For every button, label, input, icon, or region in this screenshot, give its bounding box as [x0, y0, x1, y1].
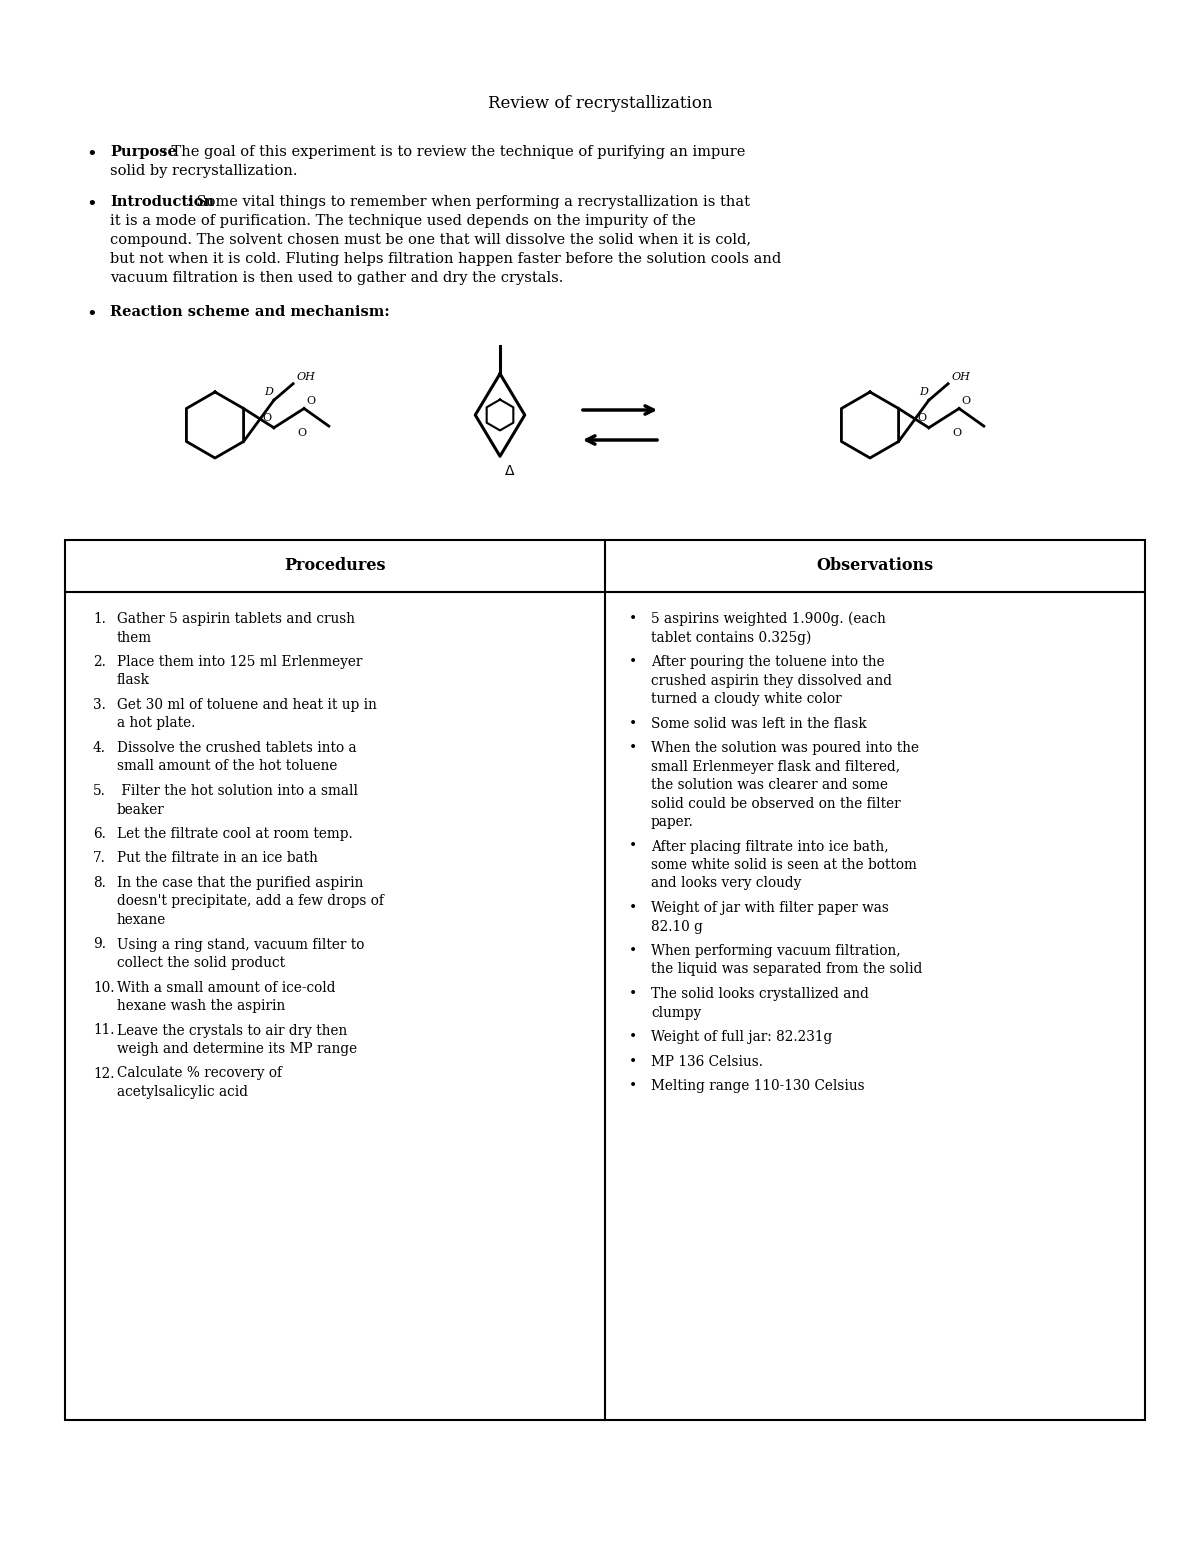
Text: Calculate % recovery of: Calculate % recovery of [118, 1067, 282, 1081]
Text: vacuum filtration is then used to gather and dry the crystals.: vacuum filtration is then used to gather… [110, 272, 563, 286]
Text: Weight of full jar: 82.231g: Weight of full jar: 82.231g [650, 1030, 833, 1044]
Text: acetylsalicylic acid: acetylsalicylic acid [118, 1086, 248, 1100]
Text: it is a mode of purification. The technique used depends on the impurity of the: it is a mode of purification. The techni… [110, 214, 696, 228]
Text: OH: OH [296, 371, 314, 382]
Text: flask: flask [118, 674, 150, 688]
Text: 1.: 1. [94, 612, 106, 626]
Text: 5.: 5. [94, 784, 106, 798]
Text: O: O [918, 413, 926, 422]
Text: but not when it is cold. Fluting helps filtration happen faster before the solut: but not when it is cold. Fluting helps f… [110, 252, 781, 266]
Text: •: • [629, 1054, 637, 1068]
Text: small amount of the hot toluene: small amount of the hot toluene [118, 759, 337, 773]
Text: doesn't precipitate, add a few drops of: doesn't precipitate, add a few drops of [118, 895, 384, 909]
Text: Place them into 125 ml Erlenmeyer: Place them into 125 ml Erlenmeyer [118, 655, 362, 669]
Text: 82.10 g: 82.10 g [650, 919, 703, 933]
Text: •: • [86, 144, 97, 163]
Text: Get 30 ml of toluene and heat it up in: Get 30 ml of toluene and heat it up in [118, 697, 377, 711]
Text: •: • [629, 840, 637, 854]
Text: and looks very cloudy: and looks very cloudy [650, 876, 802, 890]
Text: 4.: 4. [94, 741, 106, 755]
Text: : The goal of this experiment is to review the technique of purifying an impure: : The goal of this experiment is to revi… [162, 144, 745, 158]
Text: Some solid was left in the flask: Some solid was left in the flask [650, 716, 866, 730]
Text: •: • [629, 944, 637, 958]
Text: With a small amount of ice-cold: With a small amount of ice-cold [118, 980, 336, 994]
Text: Dissolve the crushed tablets into a: Dissolve the crushed tablets into a [118, 741, 356, 755]
Text: Gather 5 aspirin tablets and crush: Gather 5 aspirin tablets and crush [118, 612, 355, 626]
Text: 5 aspirins weighted 1.900g. (each: 5 aspirins weighted 1.900g. (each [650, 612, 886, 626]
Text: •: • [86, 196, 97, 213]
Text: 9.: 9. [94, 938, 106, 952]
Text: Δ: Δ [505, 464, 515, 478]
Text: 11.: 11. [94, 1023, 114, 1037]
Text: Melting range 110-130 Celsius: Melting range 110-130 Celsius [650, 1079, 865, 1093]
Text: paper.: paper. [650, 815, 694, 829]
Text: Observations: Observations [816, 558, 934, 575]
Text: hexane wash the aspirin: hexane wash the aspirin [118, 999, 286, 1013]
Text: tablet contains 0.325g): tablet contains 0.325g) [650, 631, 811, 644]
Text: 2.: 2. [94, 655, 106, 669]
Text: D: D [919, 387, 929, 398]
Text: •: • [629, 1030, 637, 1044]
Text: 12.: 12. [94, 1067, 114, 1081]
Text: •: • [629, 716, 637, 730]
Text: solid by recrystallization.: solid by recrystallization. [110, 165, 298, 179]
Text: •: • [629, 741, 637, 755]
Text: small Erlenmeyer flask and filtered,: small Erlenmeyer flask and filtered, [650, 759, 900, 773]
Text: a hot plate.: a hot plate. [118, 716, 196, 730]
Text: clumpy: clumpy [650, 1005, 701, 1019]
Text: some white solid is seen at the bottom: some white solid is seen at the bottom [650, 857, 917, 871]
Text: O: O [306, 396, 316, 405]
Text: them: them [118, 631, 152, 644]
Bar [65, 540, 1145, 1419]
Text: the solution was clearer and some: the solution was clearer and some [650, 778, 888, 792]
Text: •: • [629, 901, 637, 915]
Text: O: O [953, 429, 961, 438]
Text: hexane: hexane [118, 913, 167, 927]
Text: •: • [86, 304, 97, 323]
Text: Leave the crystals to air dry then: Leave the crystals to air dry then [118, 1023, 347, 1037]
Text: crushed aspirin they dissolved and: crushed aspirin they dissolved and [650, 674, 892, 688]
Text: collect the solid product: collect the solid product [118, 957, 286, 971]
Text: Weight of jar with filter paper was: Weight of jar with filter paper was [650, 901, 889, 915]
Text: turned a cloudy white color: turned a cloudy white color [650, 693, 841, 707]
Text: The solid looks crystallized and: The solid looks crystallized and [650, 988, 869, 1002]
Text: beaker: beaker [118, 803, 164, 817]
Text: •: • [629, 612, 637, 626]
Text: 8.: 8. [94, 876, 106, 890]
Text: D: D [264, 387, 274, 398]
Text: Review of recrystallization: Review of recrystallization [487, 95, 713, 112]
Text: Using a ring stand, vacuum filter to: Using a ring stand, vacuum filter to [118, 938, 365, 952]
Text: O: O [961, 396, 971, 405]
Text: Put the filtrate in an ice bath: Put the filtrate in an ice bath [118, 851, 318, 865]
Text: •: • [629, 988, 637, 1002]
Text: 6.: 6. [94, 828, 106, 842]
Text: MP 136 Celsius.: MP 136 Celsius. [650, 1054, 763, 1068]
Text: When the solution was poured into the: When the solution was poured into the [650, 741, 919, 755]
Text: OH: OH [952, 371, 970, 382]
Text: O: O [298, 429, 307, 438]
Text: 3.: 3. [94, 697, 106, 711]
Text: weigh and determine its MP range: weigh and determine its MP range [118, 1042, 358, 1056]
Text: Reaction scheme and mechanism:: Reaction scheme and mechanism: [110, 304, 390, 318]
Text: Purpose: Purpose [110, 144, 176, 158]
Text: Procedures: Procedures [284, 558, 385, 575]
Text: 10.: 10. [94, 980, 114, 994]
Text: •: • [629, 1079, 637, 1093]
Text: Introduction: Introduction [110, 196, 214, 210]
Text: Let the filtrate cool at room temp.: Let the filtrate cool at room temp. [118, 828, 353, 842]
Text: Filter the hot solution into a small: Filter the hot solution into a small [118, 784, 358, 798]
Text: In the case that the purified aspirin: In the case that the purified aspirin [118, 876, 364, 890]
Text: compound. The solvent chosen must be one that will dissolve the solid when it is: compound. The solvent chosen must be one… [110, 233, 751, 247]
Text: : Some vital things to remember when performing a recrystallization is that: : Some vital things to remember when per… [187, 196, 750, 210]
Text: After pouring the toluene into the: After pouring the toluene into the [650, 655, 884, 669]
Text: •: • [629, 655, 637, 669]
Text: the liquid was separated from the solid: the liquid was separated from the solid [650, 963, 923, 977]
Text: When performing vacuum filtration,: When performing vacuum filtration, [650, 944, 901, 958]
Text: solid could be observed on the filter: solid could be observed on the filter [650, 797, 901, 811]
Text: After placing filtrate into ice bath,: After placing filtrate into ice bath, [650, 840, 889, 854]
Text: 7.: 7. [94, 851, 106, 865]
Text: O: O [263, 413, 272, 422]
